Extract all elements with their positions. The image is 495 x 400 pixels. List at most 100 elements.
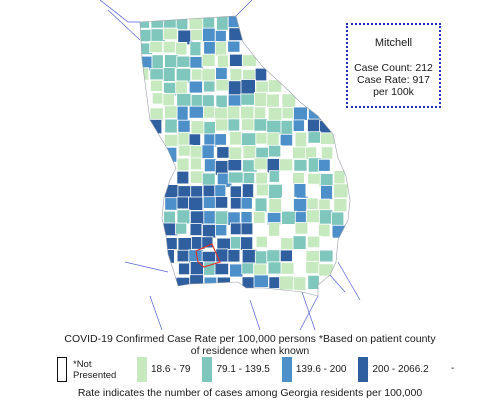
county-cell[interactable] <box>320 184 333 200</box>
county-cell[interactable] <box>279 224 294 237</box>
county-cell[interactable] <box>253 157 270 171</box>
county-cell[interactable] <box>253 106 267 121</box>
county-cell[interactable] <box>162 93 175 107</box>
county-cell[interactable] <box>176 55 192 68</box>
county-cell[interactable] <box>305 209 321 225</box>
county-cell[interactable] <box>229 68 243 83</box>
county-cell[interactable] <box>202 196 216 209</box>
county-cell[interactable] <box>281 183 296 199</box>
county-cell[interactable] <box>189 274 204 289</box>
county-cell[interactable] <box>318 198 331 211</box>
county-cell[interactable] <box>292 119 305 132</box>
county-cell[interactable] <box>189 210 205 226</box>
county-cell[interactable] <box>228 27 245 41</box>
county-cell[interactable] <box>241 183 255 199</box>
county-cell[interactable] <box>162 16 178 29</box>
county-cell[interactable] <box>320 146 334 160</box>
county-cell[interactable] <box>240 132 257 147</box>
county-cell[interactable] <box>203 80 216 93</box>
county-cell[interactable] <box>216 237 232 250</box>
county-cell[interactable] <box>176 209 191 225</box>
county-cell[interactable] <box>253 263 268 276</box>
county-cell[interactable] <box>281 210 297 225</box>
county-cell[interactable] <box>318 209 334 225</box>
county-cell[interactable] <box>178 262 191 276</box>
county-cell[interactable] <box>267 144 282 158</box>
county-cell[interactable] <box>240 105 255 120</box>
county-cell[interactable] <box>214 41 228 57</box>
county-cell[interactable] <box>319 236 333 252</box>
county-cell[interactable] <box>254 67 268 82</box>
county-cell[interactable] <box>189 41 202 57</box>
county-cell[interactable] <box>201 53 216 67</box>
county-cell[interactable] <box>177 237 192 252</box>
county-cell[interactable] <box>175 222 188 235</box>
county-cell[interactable] <box>240 196 253 210</box>
legend-item-class-3[interactable]: 139.6 - 200 <box>281 357 355 382</box>
county-cell[interactable] <box>280 120 294 136</box>
county-cell[interactable] <box>292 249 309 264</box>
county-cell[interactable] <box>176 157 190 172</box>
county-cell[interactable] <box>253 92 268 107</box>
county-cell[interactable] <box>240 79 256 95</box>
county-cell[interactable] <box>215 118 229 132</box>
county-cell[interactable] <box>241 262 255 275</box>
county-cell[interactable] <box>268 183 284 199</box>
county-cell[interactable] <box>229 196 243 210</box>
county-cell[interactable] <box>268 276 281 289</box>
county-cell[interactable] <box>216 54 229 69</box>
county-cell[interactable] <box>254 197 268 214</box>
county-cell[interactable] <box>203 158 217 173</box>
county-cell[interactable] <box>227 171 244 184</box>
county-cell[interactable] <box>305 183 320 197</box>
county-cell[interactable] <box>227 249 241 263</box>
county-cell[interactable] <box>318 223 331 238</box>
county-cell[interactable] <box>242 172 256 184</box>
county-cell[interactable] <box>240 222 254 236</box>
county-cell[interactable] <box>268 198 284 214</box>
county-cell[interactable] <box>227 40 241 53</box>
county-cell[interactable] <box>202 27 216 43</box>
county-cell[interactable] <box>149 68 165 81</box>
county-cell[interactable] <box>176 105 189 122</box>
county-cell[interactable] <box>175 276 192 291</box>
county-cell[interactable] <box>279 275 295 291</box>
legend-item-class-4[interactable]: 200 - 2066.2 <box>358 357 436 382</box>
highlighted-county-mitchell[interactable] <box>195 243 221 268</box>
county-cell[interactable] <box>279 158 294 172</box>
county-cell[interactable] <box>189 56 204 69</box>
county-cell[interactable] <box>241 54 258 67</box>
county-cell[interactable] <box>255 235 268 248</box>
county-cell[interactable] <box>175 16 189 31</box>
county-cell[interactable] <box>163 105 178 119</box>
county-cell[interactable] <box>201 144 215 159</box>
county-cell[interactable] <box>188 133 202 146</box>
county-cell[interactable] <box>163 133 180 147</box>
county-cell[interactable] <box>175 42 188 56</box>
county-cell[interactable] <box>306 197 319 210</box>
county-cell[interactable] <box>255 132 269 145</box>
county-cell[interactable] <box>241 118 256 131</box>
county-cell[interactable] <box>319 120 334 135</box>
county-cell[interactable] <box>151 54 164 71</box>
legend-item-class-2[interactable]: 79.1 - 139.5 <box>202 357 277 382</box>
county-cell[interactable] <box>292 276 307 291</box>
county-cell[interactable] <box>333 183 349 199</box>
county-cell[interactable] <box>255 183 269 197</box>
county-cell[interactable] <box>188 105 205 119</box>
county-cell[interactable] <box>227 118 241 132</box>
county-cell[interactable] <box>254 250 268 265</box>
county-cell[interactable] <box>267 79 283 93</box>
legend-item-not-presented[interactable]: *Not Presented <box>57 357 133 382</box>
county-cell[interactable] <box>266 249 281 263</box>
county-cell[interactable] <box>175 80 188 95</box>
county-cell[interactable] <box>164 197 179 211</box>
county-cell[interactable] <box>280 237 294 250</box>
county-cell[interactable] <box>189 261 204 277</box>
county-cell[interactable] <box>216 276 231 291</box>
county-cell[interactable] <box>318 158 331 172</box>
county-cell[interactable] <box>267 261 282 275</box>
county-cell[interactable] <box>331 211 345 227</box>
county-cell[interactable] <box>242 144 258 159</box>
county-cell[interactable] <box>279 249 293 263</box>
